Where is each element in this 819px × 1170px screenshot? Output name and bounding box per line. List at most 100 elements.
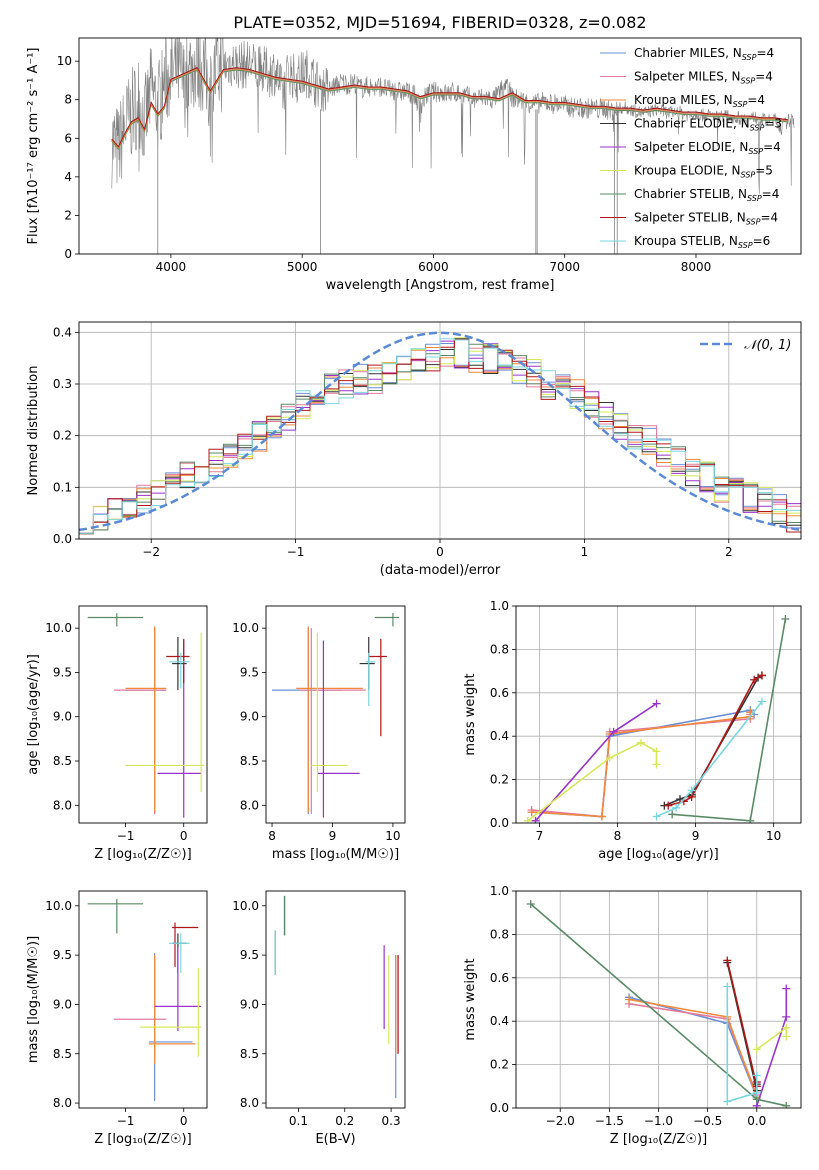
mass_weight_vs_age-xlabel: age [log₁₀(age/yr)] <box>598 847 719 862</box>
mass_vs_Z-ytick-label: 9.0 <box>53 997 72 1011</box>
mass_weight_vs_Z-ytick-label: 0.2 <box>490 1058 509 1072</box>
mass_weight_vs_Z-point-marker <box>782 1023 791 1032</box>
mass_weight_vs_age-point-marker <box>652 699 661 708</box>
mass_weight_vs_Z-point-marker <box>752 1045 761 1054</box>
mass_weight_vs_age-series-line <box>656 701 763 818</box>
age_vs_mass-ytick-label: 9.0 <box>240 710 259 724</box>
spectrum-ylabel: Flux [fλ10⁻¹⁷ erg cm⁻² s⁻¹ A⁻¹] <box>26 48 41 245</box>
mass_weight_vs_Z-xtick-label: −1.0 <box>644 1114 673 1128</box>
mass_weight_vs_Z-ylabel: mass weight <box>463 958 478 1040</box>
mass_vs_EBV-ytick-label: 9.0 <box>240 997 259 1011</box>
mass_weight_vs_age-ytick-label: 0.6 <box>490 686 509 700</box>
spectrum-data-line <box>111 38 795 194</box>
mass_vs_Z-ytick-label: 10.0 <box>45 899 72 913</box>
spectrum-legend-label: Chabrier MILES, NSSP=4 <box>634 46 774 62</box>
spectrum-xtick-label: 6000 <box>418 260 449 274</box>
mass_weight_vs_age-point-marker <box>668 810 677 819</box>
mass_vs_EBV-ytick-label: 9.5 <box>240 948 259 962</box>
mass_vs_Z-ytick-label: 9.5 <box>53 948 72 962</box>
mass_weight_vs_Z-point-marker <box>752 1071 761 1080</box>
residuals-frame <box>78 321 802 540</box>
mass_weight_vs_age-point-marker <box>750 675 759 684</box>
residuals-legend-label: 𝒩(0, 1) <box>744 338 791 353</box>
normal-curve <box>79 331 801 532</box>
spectrum-legend-label: Kroupa STELIB, NSSP=6 <box>634 234 770 250</box>
age_vs_mass-ytick-label: 10.0 <box>232 621 259 635</box>
age_vs_Z-frame <box>78 605 208 824</box>
spectrum-ytick-label: 2 <box>64 208 72 222</box>
mass_vs_EBV-ytick-label: 8.5 <box>240 1047 259 1061</box>
mass_weight_vs_Z-ytick-label: 0.6 <box>490 971 509 985</box>
age_vs_mass-xtick-label: 8 <box>268 829 276 843</box>
mass_weight_vs_Z-point-marker <box>723 1097 732 1106</box>
mass_weight_vs_Z-point-marker <box>526 900 535 909</box>
age_vs_Z-xtick-label: −1 <box>117 829 135 843</box>
mass_weight_vs_age-xtick-label: 7 <box>536 829 544 843</box>
spectrum-xtick-label: 7000 <box>549 260 580 274</box>
spectrum-ytick-label: 10 <box>57 54 72 68</box>
mass_vs_Z-frame <box>78 890 208 1109</box>
spectrum-legend-label: Salpeter ELODIE, NSSP=4 <box>634 140 781 156</box>
mass_weight_vs_Z-ytick-label: 0.4 <box>490 1014 509 1028</box>
age_vs_mass-ytick-label: 8.5 <box>240 754 259 768</box>
age_vs_Z-ytick-label: 9.5 <box>53 665 72 679</box>
mass_weight_vs_age-ylabel: mass weight <box>463 673 478 755</box>
mass_weight_vs_age-point-marker <box>652 812 661 821</box>
residuals-ylabel: Normed distribution <box>26 366 41 496</box>
mass_vs_EBV-xtick-label: 0.2 <box>335 1114 354 1128</box>
mass_weight_vs_age-point-marker <box>652 760 661 769</box>
mass_weight_vs_age-ytick-label: 1.0 <box>490 599 509 613</box>
age_vs_mass-ytick-label: 9.5 <box>240 665 259 679</box>
mass_weight_vs_age-point-marker <box>636 738 645 747</box>
mass_weight_vs_age-xtick-label: 8 <box>614 829 622 843</box>
spectrum-model-line <box>111 69 788 150</box>
mass_weight_vs_age-frame <box>515 605 802 824</box>
spectrum-legend-label: Kroupa ELODIE, NSSP=5 <box>634 164 773 180</box>
mass_weight_vs_Z-point-marker <box>625 995 634 1004</box>
residual-histogram-step <box>79 338 801 534</box>
mass_weight_vs_age-point-marker <box>597 812 606 821</box>
spectrum-legend-label: Kroupa MILES, NSSP=4 <box>634 93 765 109</box>
mass_weight_vs_Z-xtick-label: −0.5 <box>693 1114 722 1128</box>
residuals-xtick-label: −1 <box>287 545 305 559</box>
spectrum-legend-label: Chabrier STELIB, NSSP=4 <box>634 187 779 203</box>
mass_weight_vs_age-ytick-label: 0.8 <box>490 642 509 656</box>
residuals-ytick-label: 0.3 <box>53 377 72 391</box>
age_vs_mass-xtick-label: 10 <box>385 829 400 843</box>
mass_weight_vs_age-point-marker <box>746 816 755 823</box>
mass_weight_vs_Z-xlabel: Z [log₁₀(Z/Z☉)] <box>610 1132 707 1147</box>
residuals-xtick-label: −2 <box>142 545 160 559</box>
spectrum-xlabel: wavelength [Angstrom, rest frame] <box>326 278 555 293</box>
mass_weight_vs_Z-xtick-label: 0.0 <box>747 1114 766 1128</box>
mass_weight_vs_Z-xtick-label: −1.5 <box>595 1114 624 1128</box>
mass_vs_EBV-ytick-label: 8.0 <box>240 1096 259 1110</box>
age_vs_mass-xlabel: mass [log₁₀(M/M☉)] <box>272 847 399 862</box>
mass_weight_vs_age-point-marker <box>687 786 696 795</box>
age_vs_mass-ytick-label: 8.0 <box>240 798 259 812</box>
mass_vs_Z-xlabel: Z [log₁₀(Z/Z☉)] <box>94 1132 191 1147</box>
mass_weight_vs_age-point-marker <box>757 671 766 680</box>
mass_vs_EBV-xlabel: E(B-V) <box>315 1132 355 1147</box>
residuals-plot-area <box>79 322 801 539</box>
mass_weight_vs_age-ytick-label: 0.4 <box>490 729 509 743</box>
residuals-ytick-label: 0.2 <box>53 429 72 443</box>
mass_weight_vs_age-ytick-label: 0.2 <box>490 773 509 787</box>
mass_vs_Z-plot-area <box>87 898 202 1102</box>
age_vs_mass-plot-area <box>272 613 399 818</box>
mass_weight_vs_age-point-marker <box>523 816 532 823</box>
spectrum-frame <box>78 37 802 255</box>
mass_weight_vs_age-xtick-label: 9 <box>692 829 700 843</box>
spectrum-xtick-label: 4000 <box>156 260 187 274</box>
mass_weight_vs_age-plot-area <box>516 606 801 823</box>
residuals-xlabel: (data-model)/error <box>380 563 501 578</box>
mass_weight_vs_age-ytick-label: 0.0 <box>490 816 509 830</box>
mass_vs_EBV-ytick-label: 10.0 <box>232 899 259 913</box>
age_vs_Z-xlabel: Z [log₁₀(Z/Z☉)] <box>94 847 191 862</box>
spectrum-ytick-label: 4 <box>64 170 72 184</box>
spectrum-ytick-label: 0 <box>64 247 72 261</box>
mass_weight_vs_Z-series-line <box>726 986 758 1103</box>
mass_weight_vs_Z-point-marker <box>723 982 732 991</box>
